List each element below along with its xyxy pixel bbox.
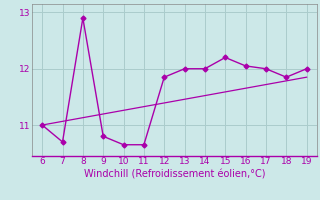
X-axis label: Windchill (Refroidissement éolien,°C): Windchill (Refroidissement éolien,°C): [84, 169, 265, 179]
